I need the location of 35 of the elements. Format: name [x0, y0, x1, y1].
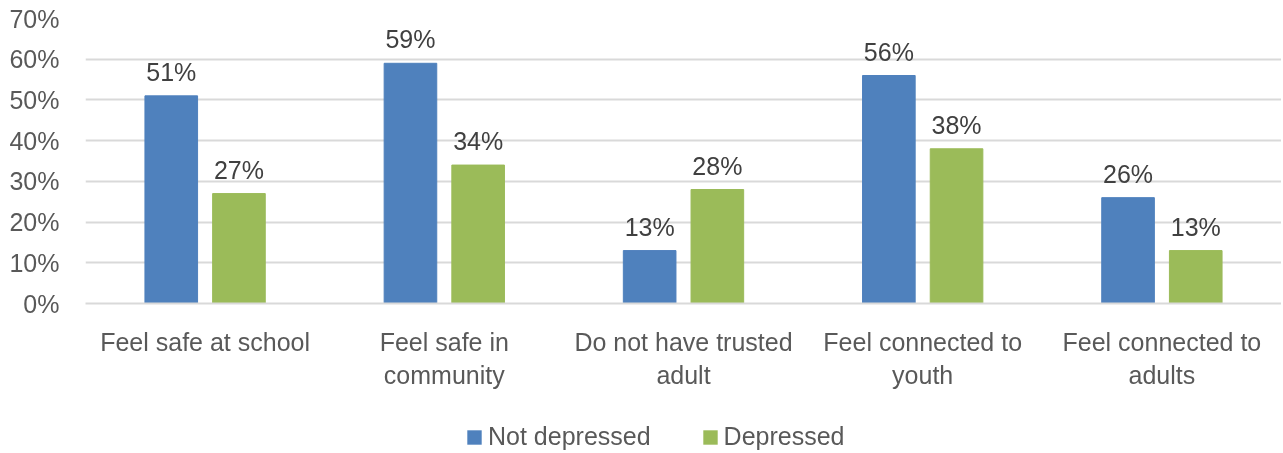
data-label: 13% — [1170, 212, 1221, 241]
x-tick-label: Feel connected to adults — [1062, 327, 1262, 390]
bar — [383, 62, 438, 304]
y-tick-label: 60% — [9, 45, 60, 74]
bar — [622, 250, 677, 304]
x-tick-label: Feel safe in community — [379, 327, 509, 390]
x-tick-label: Feel connected to youth — [823, 327, 1023, 390]
y-tick-label: 50% — [9, 85, 60, 114]
bar — [1101, 197, 1155, 304]
legend-label: Depressed — [723, 422, 845, 451]
data-label: 38% — [931, 110, 982, 139]
bar — [451, 164, 505, 304]
bar — [1168, 250, 1223, 304]
data-label: 27% — [213, 155, 264, 184]
bar — [212, 193, 266, 304]
data-label: 34% — [453, 127, 504, 156]
legend-label: Not depressed — [488, 422, 651, 451]
x-tick-label: Do not have trusted adult — [574, 327, 793, 390]
y-tick-label: 70% — [9, 4, 60, 33]
data-label: 26% — [1103, 159, 1154, 188]
bar — [690, 189, 745, 304]
bar — [929, 148, 984, 304]
bar — [862, 75, 916, 304]
data-label: 51% — [146, 57, 197, 86]
data-label: 28% — [692, 151, 743, 180]
y-tick-label: 10% — [9, 248, 60, 277]
y-tick-label: 30% — [9, 167, 60, 196]
data-label: 56% — [863, 37, 914, 66]
x-tick-label: Feel safe at school — [100, 327, 311, 356]
y-tick-label: 0% — [23, 289, 60, 318]
y-tick-label: 20% — [9, 208, 60, 237]
bar — [144, 95, 199, 304]
y-tick-label: 40% — [9, 126, 60, 155]
data-label: 13% — [624, 212, 675, 241]
data-label: 59% — [385, 25, 436, 54]
